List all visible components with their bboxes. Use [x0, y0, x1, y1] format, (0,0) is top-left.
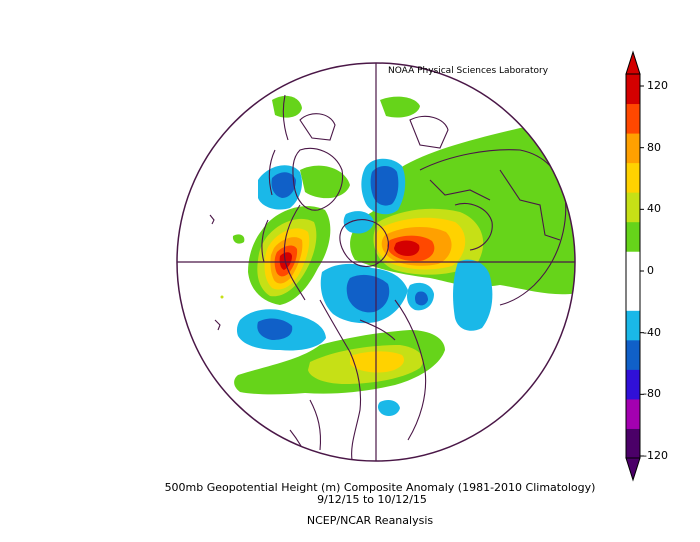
- colorbar-tick-label: 120: [647, 79, 668, 92]
- positive-anomaly-arctic-1: [272, 95, 302, 118]
- colorbar-upper-arrow: [625, 50, 641, 75]
- colorbar-tick-label: -80: [643, 387, 661, 401]
- colorbar-segment: [626, 280, 640, 311]
- caption-line-2: 9/12/15 to 10/12/15: [317, 493, 427, 506]
- positive-anomaly-arctic-3: [300, 165, 350, 199]
- caption-line-3: NCEP/NCAR Reanalysis: [306, 514, 434, 527]
- anomaly-field: [220, 95, 575, 416]
- negative-anomaly-canada-60: [414, 291, 428, 306]
- colorbar-segment: [626, 74, 640, 105]
- colorbar-segment: [626, 192, 640, 223]
- colorbar-frame: [625, 73, 641, 459]
- positive-anomaly-dot: [220, 295, 224, 299]
- colorbar-tick-label: -40: [643, 325, 661, 339]
- colorbar-segment: [626, 369, 640, 400]
- colorbar-segment: [626, 398, 640, 429]
- negative-anomaly-nw-60: [271, 172, 296, 198]
- colorbar-segment: [626, 428, 640, 459]
- colorbar-segment: [626, 103, 640, 134]
- positive-anomaly-south-band-80: [350, 351, 405, 373]
- colorbar-segment: [626, 133, 640, 164]
- colorbar-segment: [626, 251, 640, 282]
- colorbar-tick-label: 40: [647, 202, 661, 216]
- map-frame: [176, 62, 576, 462]
- colorbar-segment: [626, 221, 640, 252]
- positive-anomaly-arctic-4: [232, 234, 245, 244]
- negative-anomaly-pacific: [453, 259, 493, 331]
- colorbar: [625, 50, 644, 482]
- colorbar-segment: [626, 339, 640, 370]
- colorbar-lower-arrow: [625, 457, 641, 482]
- negative-anomaly-europe-north: [343, 211, 374, 234]
- credit-text: NOAA Physical Sciences Laboratory: [388, 66, 549, 76]
- positive-anomaly-europe-140: [279, 252, 292, 270]
- positive-anomaly-arctic-2: [380, 96, 420, 118]
- colorbar-tick-label: 0: [647, 264, 654, 277]
- colorbar-tick-label: -120: [643, 449, 668, 462]
- colorbar-tick-label: 80: [647, 140, 661, 154]
- negative-anomaly-arctic-60: [370, 166, 399, 206]
- negative-anomaly-atlantic-60: [257, 318, 293, 340]
- negative-anomaly-south: [377, 400, 400, 416]
- caption-line-1: 500mb Geopotential Height (m) Composite …: [164, 481, 596, 494]
- colorbar-segment: [626, 162, 640, 193]
- negative-anomaly-central-60: [346, 274, 390, 313]
- colorbar-segment: [626, 310, 640, 341]
- positive-anomaly-ne-asia-140: [394, 240, 420, 256]
